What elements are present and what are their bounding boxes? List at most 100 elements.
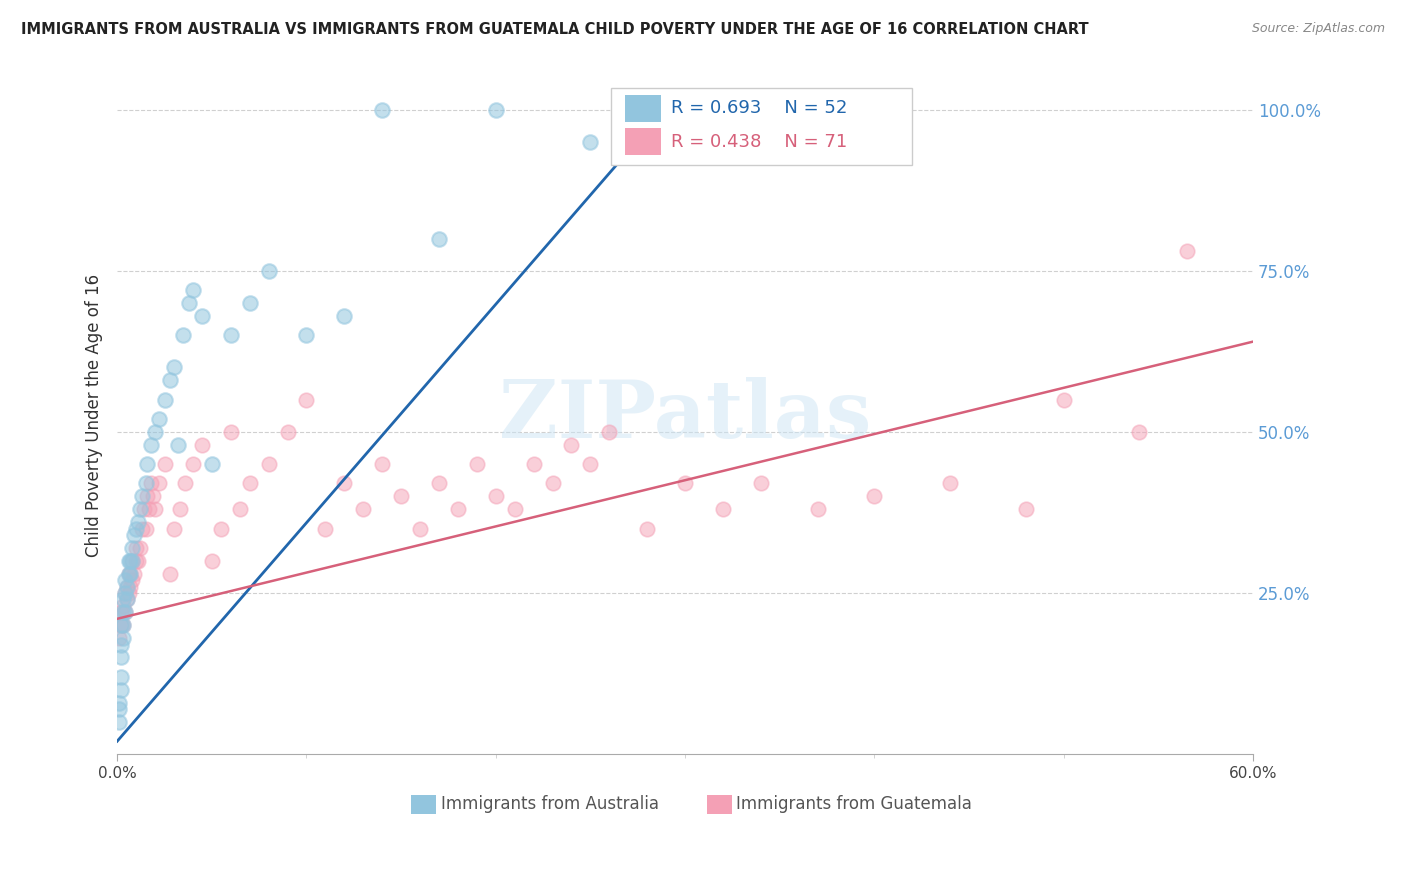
Point [148, 412, 170, 426]
Point [352, 502, 374, 516]
Point [129, 541, 152, 555]
Point [111, 592, 134, 607]
Point [257, 264, 280, 278]
Point [1128, 425, 1150, 439]
Text: R = 0.438    N = 71: R = 0.438 N = 71 [672, 133, 848, 151]
Point [114, 605, 136, 619]
Point [181, 457, 204, 471]
Text: R = 0.693    N = 52: R = 0.693 N = 52 [672, 99, 848, 117]
Point [153, 392, 176, 407]
Point [120, 566, 142, 581]
Point [111, 618, 134, 632]
Point [114, 573, 136, 587]
Point [114, 605, 136, 619]
Point [108, 696, 131, 710]
Point [148, 476, 170, 491]
Point [110, 618, 132, 632]
Point [219, 328, 242, 343]
Point [371, 457, 394, 471]
Point [673, 476, 696, 491]
Point [114, 586, 136, 600]
Text: Source: ZipAtlas.com: Source: ZipAtlas.com [1251, 22, 1385, 36]
FancyBboxPatch shape [624, 128, 661, 155]
Point [174, 476, 197, 491]
Point [111, 631, 134, 645]
Text: IMMIGRANTS FROM AUSTRALIA VS IMMIGRANTS FROM GUATEMALA CHILD POVERTY UNDER THE A: IMMIGRANTS FROM AUSTRALIA VS IMMIGRANTS … [21, 22, 1088, 37]
Point [172, 328, 194, 343]
Point [169, 502, 191, 516]
Point [127, 554, 149, 568]
Point [579, 135, 602, 149]
Point [108, 714, 131, 729]
Point [125, 554, 148, 568]
Point [579, 457, 602, 471]
Point [117, 586, 139, 600]
Point [120, 554, 142, 568]
Point [159, 566, 181, 581]
FancyBboxPatch shape [707, 796, 731, 814]
Point [115, 592, 138, 607]
Point [503, 502, 526, 516]
Point [863, 489, 886, 503]
Point [110, 682, 132, 697]
Point [108, 702, 131, 716]
Point [229, 502, 252, 516]
Point [163, 360, 186, 375]
Point [111, 599, 134, 613]
Point [447, 502, 470, 516]
Point [110, 618, 132, 632]
Point [1175, 244, 1198, 259]
Point [191, 438, 214, 452]
Point [142, 489, 165, 503]
Point [136, 457, 159, 471]
Point [115, 580, 138, 594]
Point [115, 580, 138, 594]
Point [110, 670, 132, 684]
Point [181, 283, 204, 297]
Point [749, 476, 772, 491]
Point [131, 522, 153, 536]
Point [141, 476, 163, 491]
Point [110, 650, 132, 665]
Point [560, 438, 582, 452]
Point [314, 522, 336, 536]
Point [153, 457, 176, 471]
Point [541, 476, 564, 491]
Point [191, 309, 214, 323]
Point [333, 309, 356, 323]
Point [655, 103, 678, 117]
FancyBboxPatch shape [624, 95, 661, 121]
Point [523, 457, 546, 471]
Point [120, 580, 142, 594]
Point [427, 231, 450, 245]
Point [125, 522, 148, 536]
Point [277, 425, 299, 439]
Y-axis label: Child Poverty Under the Age of 16: Child Poverty Under the Age of 16 [86, 274, 103, 558]
Point [166, 438, 188, 452]
Point [111, 618, 134, 632]
Point [127, 515, 149, 529]
Point [121, 573, 143, 587]
Point [121, 554, 143, 568]
Point [636, 522, 658, 536]
Point [333, 476, 356, 491]
Point [135, 522, 157, 536]
Point [120, 566, 142, 581]
Point [598, 425, 620, 439]
Point [201, 554, 224, 568]
Point [1015, 502, 1038, 516]
Point [135, 476, 157, 491]
Point [389, 489, 412, 503]
Point [143, 502, 166, 516]
Point [110, 605, 132, 619]
FancyBboxPatch shape [412, 796, 436, 814]
Point [209, 522, 232, 536]
Point [131, 489, 153, 503]
Text: Immigrants from Australia: Immigrants from Australia [441, 795, 659, 814]
Point [163, 522, 186, 536]
Text: ZIPatlas: ZIPatlas [499, 376, 872, 455]
Point [939, 476, 962, 491]
Point [117, 554, 139, 568]
Point [295, 328, 318, 343]
Point [141, 438, 163, 452]
